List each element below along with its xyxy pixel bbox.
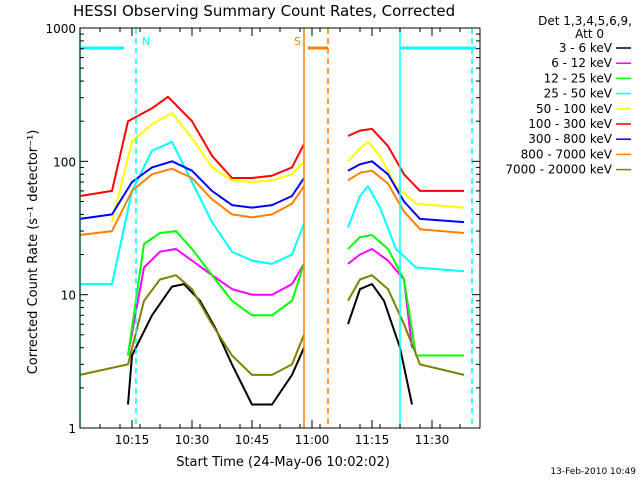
legend-entry-label: 3 - 6 keV	[559, 41, 613, 55]
series-line-5	[347, 127, 464, 192]
footer-timestamp: 13-Feb-2010 10:49	[550, 467, 636, 477]
series-line-6	[347, 160, 465, 224]
flag-label: N	[142, 35, 150, 48]
x-axis-label: Start Time (24-May-06 10:02:02)	[176, 455, 390, 470]
series-line-1	[127, 248, 305, 356]
x-tick-label: 10:45	[235, 433, 270, 447]
legend-entry-label: 7000 - 20000 keV	[505, 163, 612, 177]
y-tick-label: 1000	[45, 22, 76, 36]
series-line-6	[79, 160, 305, 220]
series-line-3	[80, 140, 305, 286]
series-line-7	[79, 167, 305, 236]
series-line-4	[111, 112, 305, 223]
legend-title-line-1: Det 1,3,4,5,6,9,	[538, 14, 632, 28]
axis-layer: 10:15 10:30 10:45 11:00 11:15 11:30 1 10 100 1000	[45, 22, 481, 447]
legend-title-line-2: Att 0	[575, 27, 604, 41]
chart-title: HESSI Observing Summary Count Rates, Cor…	[73, 2, 455, 20]
x-tick-label: 10:15	[115, 433, 150, 447]
legend-entry-label: 300 - 800 keV	[528, 132, 612, 146]
series-line-7	[347, 169, 465, 234]
series-line-4	[347, 140, 465, 209]
series-line-8	[347, 274, 465, 376]
legend-entry-label: 25 - 50 keV	[544, 87, 613, 101]
y-axis-label: Corrected Count Rate (s⁻¹ detector⁻¹)	[26, 130, 41, 375]
flag-label: S	[294, 35, 301, 48]
x-tick-label: 11:00	[295, 433, 330, 447]
legend-entry-label: 12 - 25 keV	[544, 71, 613, 85]
y-tick-label: 10	[61, 289, 76, 303]
series-line-2	[127, 230, 305, 356]
series-line-8	[79, 274, 305, 376]
series-line-5	[79, 95, 305, 197]
legend-entry-label: 100 - 300 keV	[528, 117, 612, 131]
series-line-0	[347, 283, 413, 405]
series-line-3	[347, 185, 465, 273]
y-tick-label: 100	[53, 155, 76, 169]
x-tick-label: 11:15	[355, 433, 390, 447]
x-tick-label: 11:30	[415, 433, 450, 447]
series-layer	[79, 95, 465, 406]
x-tick-label: 10:30	[175, 433, 210, 447]
legend-entry-label: 6 - 12 keV	[551, 56, 613, 70]
legend-entry-label: 800 - 7000 keV	[521, 147, 613, 161]
y-tick-label: 1	[68, 422, 76, 436]
series-line-0	[127, 283, 305, 406]
legend-entry-label: 50 - 100 keV	[536, 102, 613, 116]
